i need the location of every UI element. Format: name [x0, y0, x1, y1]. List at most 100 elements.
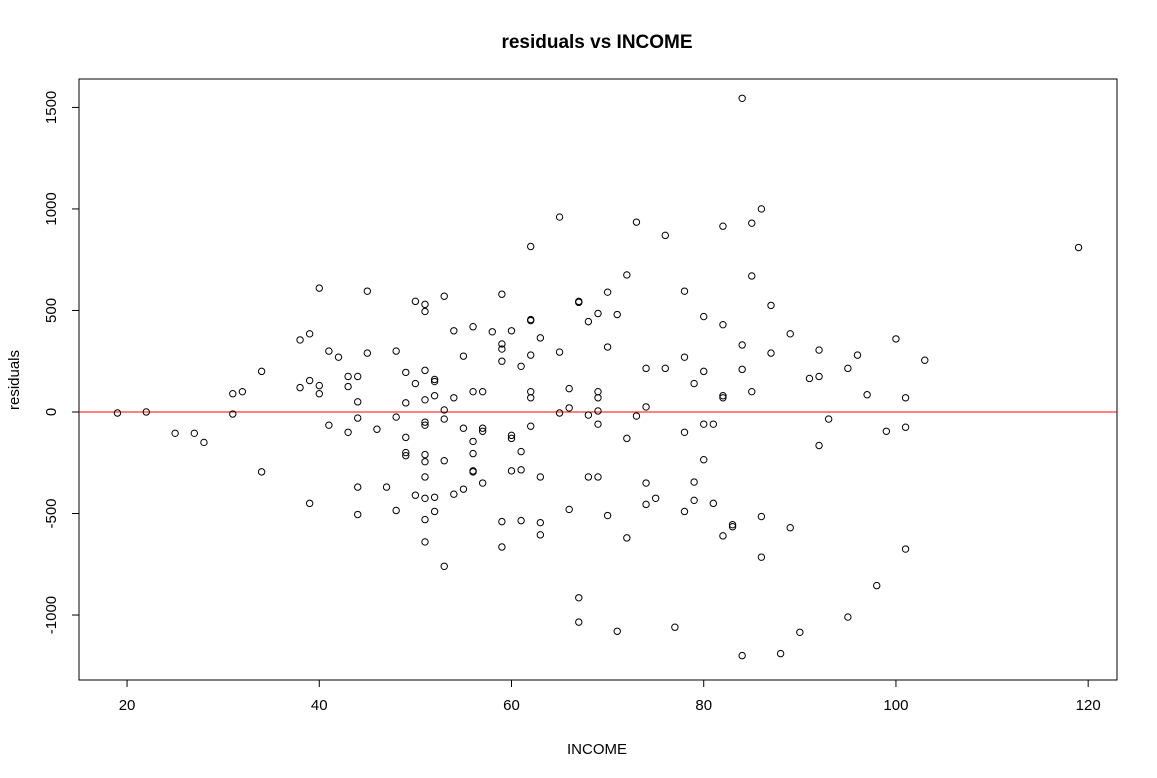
data-point — [478, 427, 487, 435]
data-point — [113, 409, 122, 417]
data-point — [430, 375, 439, 384]
data-point — [527, 242, 535, 251]
data-point — [325, 347, 333, 355]
data-point — [536, 531, 545, 539]
data-point — [498, 357, 506, 365]
data-point — [344, 428, 352, 436]
data-point — [315, 381, 323, 390]
data-point — [430, 507, 439, 516]
data-point — [709, 499, 718, 508]
data-point — [459, 424, 468, 432]
x-tick-label: 120 — [1076, 697, 1101, 714]
data-point — [344, 382, 352, 391]
y-tick-label: 0 — [43, 408, 60, 416]
data-point — [738, 365, 746, 374]
data-point — [901, 423, 910, 431]
data-point — [450, 394, 458, 402]
data-point — [440, 457, 448, 465]
data-point — [565, 404, 573, 412]
plot-frame — [78, 78, 1118, 681]
data-point — [815, 372, 823, 381]
data-point — [469, 323, 477, 331]
data-point — [382, 483, 391, 491]
data-point — [498, 340, 506, 348]
data-point — [700, 312, 708, 321]
data-point — [200, 438, 208, 447]
data-point — [411, 491, 420, 499]
data-point — [632, 412, 641, 420]
data-point — [421, 458, 429, 466]
data-point — [507, 434, 516, 443]
data-point — [469, 387, 477, 396]
data-point — [527, 422, 535, 430]
data-point — [421, 473, 429, 481]
data-point — [757, 205, 766, 213]
data-point — [642, 500, 650, 509]
data-point — [517, 516, 525, 525]
data-point — [882, 427, 891, 435]
data-point — [421, 450, 429, 459]
data-point — [738, 94, 746, 102]
data-point — [430, 392, 439, 400]
data-point — [613, 627, 621, 635]
data-point — [536, 473, 545, 481]
data-point — [440, 562, 448, 570]
data-point — [440, 406, 448, 414]
data-point — [450, 490, 458, 498]
data-point — [728, 520, 737, 529]
data-point — [315, 284, 323, 292]
data-point — [700, 367, 708, 376]
data-point — [536, 334, 545, 342]
y-tick-label: 1000 — [43, 192, 60, 225]
data-point — [796, 628, 804, 636]
data-point — [402, 399, 410, 407]
y-axis-label: residuals — [6, 350, 23, 410]
data-point — [642, 403, 650, 411]
data-point — [748, 272, 756, 280]
data-point — [344, 372, 352, 381]
data-point — [603, 343, 612, 351]
data-point — [690, 478, 698, 486]
data-point — [527, 316, 535, 325]
data-point — [257, 468, 266, 476]
data-point — [469, 468, 477, 476]
data-point — [498, 290, 506, 298]
data-point — [700, 456, 708, 464]
data-point — [411, 297, 420, 306]
data-point — [459, 352, 468, 360]
chart-title: residuals vs INCOME — [501, 32, 692, 53]
data-point — [815, 441, 823, 450]
data-point — [421, 307, 429, 316]
data-point — [421, 515, 429, 524]
data-point — [594, 473, 602, 481]
data-point — [738, 651, 746, 660]
data-point — [411, 379, 420, 388]
data-point — [613, 310, 621, 319]
data-point — [584, 411, 593, 419]
x-tick-label: 80 — [695, 697, 712, 714]
data-point — [469, 437, 477, 446]
data-point — [824, 415, 833, 423]
data-point — [517, 466, 525, 474]
data-point — [421, 418, 429, 426]
data-point — [498, 345, 506, 353]
data-point — [555, 409, 564, 417]
data-point — [642, 364, 650, 373]
data-point — [507, 327, 516, 335]
data-point — [527, 351, 535, 359]
data-point — [430, 377, 439, 386]
data-point — [757, 553, 766, 561]
data-point — [229, 390, 237, 398]
data-point — [623, 534, 631, 542]
data-point — [786, 524, 794, 532]
data-point — [757, 512, 766, 521]
data-point — [536, 518, 545, 527]
x-tick-label: 40 — [311, 697, 328, 714]
data-point — [594, 387, 602, 396]
data-point — [459, 485, 468, 493]
data-point — [603, 288, 612, 296]
data-point — [651, 494, 660, 502]
data-point — [402, 433, 410, 442]
x-tick-label: 20 — [119, 697, 136, 714]
data-point — [815, 346, 823, 354]
